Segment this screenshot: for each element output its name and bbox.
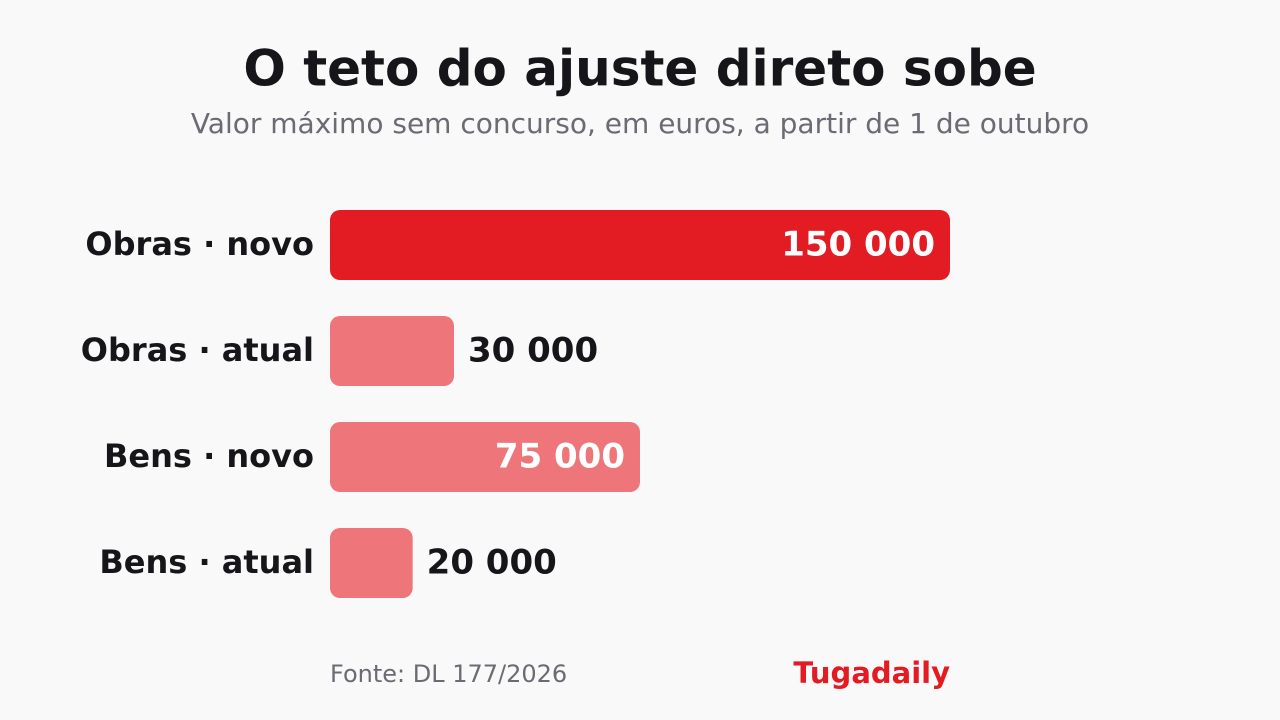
source: Fonte: DL 177/2026 — [330, 660, 567, 688]
value-label: 75 000 — [495, 437, 625, 477]
category-label: Bens · atual — [99, 543, 314, 581]
chart-subtitle: Valor máximo sem concurso, em euros, a p… — [191, 107, 1089, 140]
bar — [330, 210, 950, 280]
bar — [330, 422, 640, 492]
value-label: 150 000 — [781, 225, 935, 265]
bar — [330, 316, 454, 386]
chart-title: O teto do ajuste direto sobe — [243, 40, 1036, 98]
brand: Tugadaily — [793, 656, 950, 690]
bar — [330, 528, 413, 598]
value-label: 20 000 — [427, 543, 557, 583]
value-label: 30 000 — [468, 331, 598, 371]
category-label: Bens · novo — [104, 437, 314, 475]
category-label: Obras · atual — [81, 331, 314, 369]
category-label: Obras · novo — [85, 225, 314, 263]
